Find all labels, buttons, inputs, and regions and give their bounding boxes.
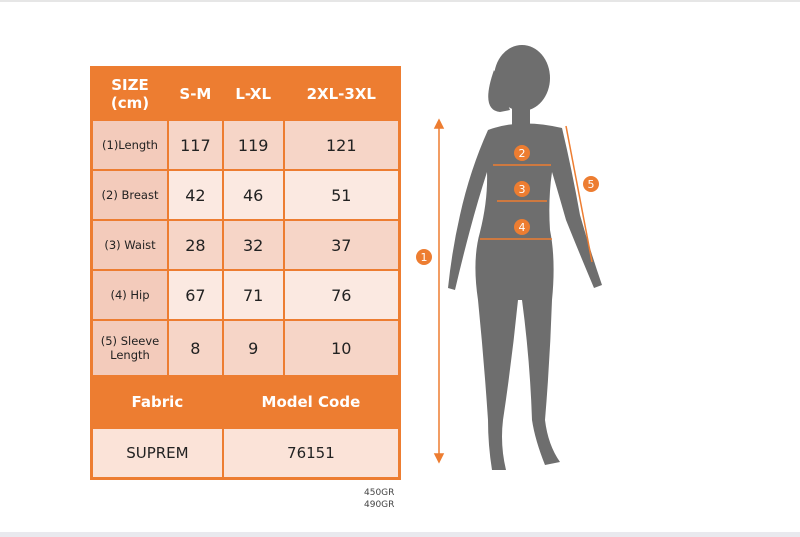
cell: 8	[167, 319, 224, 377]
cell: 71	[221, 269, 285, 321]
cell: 28	[167, 219, 224, 271]
table-row: (5) Sleeve Length 8 9 10	[90, 319, 401, 377]
cell: 51	[282, 169, 401, 221]
weights: 450GR 490GR	[364, 487, 394, 511]
marker-2	[514, 145, 530, 161]
weight-2: 490GR	[364, 500, 395, 510]
marker-label: 1	[421, 251, 428, 264]
size-chart-table: SIZE (cm) S-M L-XL 2XL-3XL (1)Length 117 11…	[90, 66, 401, 480]
cell: 119	[221, 119, 285, 171]
row-label: (1)Length	[90, 119, 169, 171]
model-code-label: Model Code	[221, 375, 401, 429]
marker-1	[416, 249, 432, 265]
row-label: (2) Breast	[90, 169, 169, 221]
marker-label: 4	[519, 221, 526, 234]
silhouette	[448, 45, 602, 471]
cell: 67	[167, 269, 224, 321]
table-header-row: SIZE (cm) S-M L-XL 2XL-3XL	[90, 66, 401, 121]
table-row: (3) Waist 28 32 37	[90, 219, 401, 271]
marker-label: 5	[588, 178, 595, 191]
cell: 46	[221, 169, 285, 221]
cell: 42	[167, 169, 224, 221]
markers	[416, 145, 599, 265]
row-label: (5) Sleeve Length	[90, 319, 169, 377]
cell: 76	[282, 269, 401, 321]
fabric-value-row: SUPREM 76151	[90, 427, 401, 480]
row-label: (3) Waist	[90, 219, 169, 271]
cell: 121	[282, 119, 401, 171]
marker-3	[514, 181, 530, 197]
col-header: 2XL-3XL	[282, 66, 401, 121]
top-border	[0, 0, 800, 2]
marker-5	[583, 176, 599, 192]
row-label-line2: Length	[110, 348, 150, 362]
model-code-value: 76151	[221, 427, 401, 480]
fabric-label: Fabric	[90, 375, 224, 429]
col-header: S-M	[167, 66, 224, 121]
bottom-border	[0, 532, 800, 537]
table-row: (1)Length 117 119 121	[90, 119, 401, 171]
cell: 9	[221, 319, 285, 377]
size-header-line2: (cm)	[110, 94, 150, 112]
cell: 117	[167, 119, 224, 171]
table-row: (4) Hip 67 71 76	[90, 269, 401, 321]
measure-lines	[433, 118, 593, 464]
weight-1: 450GR	[364, 488, 395, 498]
cell: 32	[221, 219, 285, 271]
col-header: L-XL	[221, 66, 285, 121]
marker-4	[514, 219, 530, 235]
fabric-value: SUPREM	[90, 427, 224, 480]
cell: 37	[282, 219, 401, 271]
marker-label: 2	[519, 147, 526, 160]
row-label: (4) Hip	[90, 269, 169, 321]
fabric-header-row: Fabric Model Code	[90, 375, 401, 429]
size-header-line1: SIZE	[111, 76, 149, 94]
table-row: (2) Breast 42 46 51	[90, 169, 401, 221]
size-header: SIZE (cm)	[90, 66, 169, 121]
marker-label: 3	[519, 183, 526, 196]
row-label-line1: (5) Sleeve	[100, 334, 160, 348]
cell: 10	[282, 319, 401, 377]
